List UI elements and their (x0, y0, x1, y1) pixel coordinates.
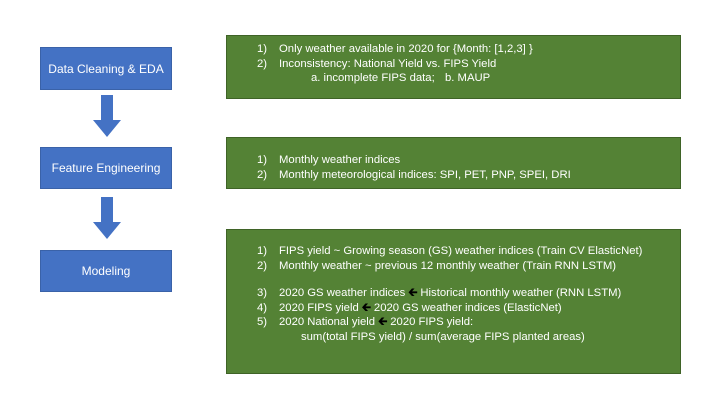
step-label: Data Cleaning & EDA (48, 61, 164, 76)
line-subitem-a: a. incomplete FIPS data; (311, 72, 435, 84)
step-label: Modeling (81, 264, 131, 278)
left-arrow-icon: 🡰 (378, 316, 388, 328)
line-text-right: 2020 FIPS yield: (390, 316, 474, 328)
line-number: 1) (257, 43, 268, 55)
panel-line: a. incomplete FIPS data; b. MAUP (257, 71, 670, 86)
panel-line: 4) 2020 FIPS yield 🡰 2020 GS weather indic… (257, 301, 670, 316)
line-text-left: 2020 National yield (279, 316, 376, 328)
line-text-left: 2020 FIPS yield (279, 301, 359, 314)
down-arrow-icon (93, 197, 121, 239)
line-text: Inconsistency: National Yield vs. FIPS Y… (279, 57, 497, 70)
line-text-right: Historical monthly weather (RNN LSTM) (420, 287, 622, 299)
line-text-left: 2020 GS weather indices (279, 287, 406, 299)
panel-line: 2) Monthly weather ~ previous 12 monthly… (257, 259, 670, 274)
line-number: 4) (257, 301, 268, 314)
line-text: Monthly weather ~ previous 12 monthly we… (279, 259, 617, 272)
panel-modeling: 1) FIPS yield ~ Growing season (GS) weat… (226, 229, 681, 374)
step-label: Feature Engineering (51, 161, 161, 175)
line-subitem-b: b. MAUP (445, 72, 491, 84)
step-modeling: Modeling (40, 250, 172, 292)
line-text-right: 2020 GS weather indices (ElasticNet) (373, 301, 562, 314)
line-text: Only weather available in 2020 for {Mont… (279, 43, 533, 55)
panel-line: 1) Monthly weather indices (257, 153, 670, 168)
panel-line: 3) 2020 GS weather indices 🡰 Historical mo… (257, 286, 670, 301)
left-arrow-icon: 🡰 (361, 301, 371, 314)
line-text: FIPS yield ~ Growing season (GS) weather… (279, 245, 643, 257)
line-text: Monthly weather indices (279, 154, 401, 166)
step-feature-engineering: Feature Engineering (40, 147, 172, 189)
line-text: Monthly meteorological indices: SPI, PET… (279, 168, 571, 181)
line-text: sum(total FIPS yield) / sum(average FIPS… (301, 330, 585, 343)
panel-line: 1) Only weather available in 2020 for {M… (257, 42, 670, 57)
line-number: 2) (257, 57, 268, 70)
down-arrow-icon (93, 95, 121, 137)
panel-data-cleaning: 1) Only weather available in 2020 for {M… (226, 35, 681, 99)
line-number: 1) (257, 154, 268, 166)
line-number: 2) (257, 259, 268, 272)
line-number: 5) (257, 316, 268, 328)
line-number: 2) (257, 168, 268, 181)
panel-line: 2) Monthly meteorological indices: SPI, … (257, 168, 670, 183)
panel-line: 2) Inconsistency: National Yield vs. FIP… (257, 57, 670, 72)
panel-line: sum(total FIPS yield) / sum(average FIPS… (257, 330, 670, 345)
panel-line: 1) FIPS yield ~ Growing season (GS) weat… (257, 244, 670, 259)
step-data-cleaning: Data Cleaning & EDA (40, 47, 172, 90)
panel-line: 5) 2020 National yield 🡰 2020 FIPS yield: (257, 315, 670, 330)
panel-feature-engineering: 1) Monthly weather indices 2) Monthly me… (226, 137, 681, 189)
line-number: 1) (257, 245, 268, 257)
line-number: 3) (257, 287, 268, 299)
left-arrow-icon: 🡰 (408, 287, 418, 299)
